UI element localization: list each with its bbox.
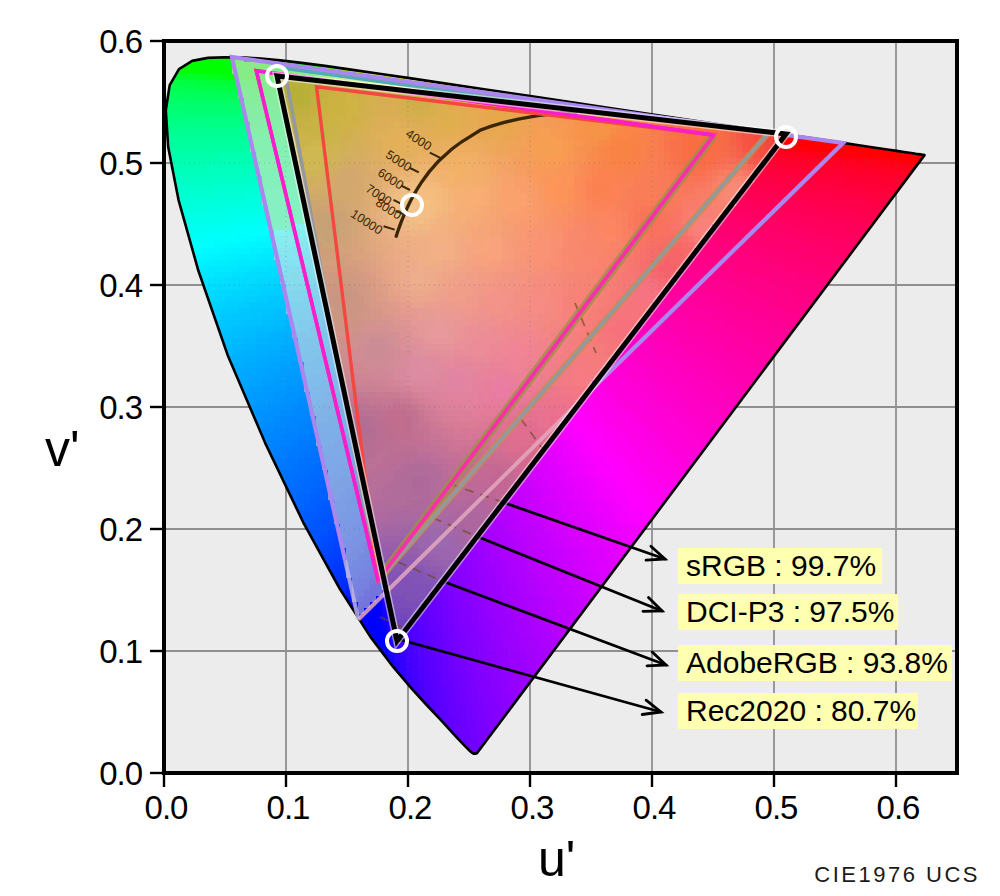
svg-text:0.0: 0.0 [145,789,189,826]
svg-text:v': v' [45,421,80,477]
svg-text:0.6: 0.6 [99,23,142,60]
svg-text:Rec2020 : 80.7%: Rec2020 : 80.7% [686,694,916,727]
svg-text:u': u' [538,831,575,887]
svg-text:0.2: 0.2 [389,789,432,826]
svg-text:0.0: 0.0 [99,755,143,792]
svg-text:CIE1976 UCS: CIE1976 UCS [814,862,980,887]
svg-text:sRGB : 99.7%: sRGB : 99.7% [686,549,876,582]
svg-text:DCI-P3 : 97.5%: DCI-P3 : 97.5% [686,595,894,628]
svg-text:0.1: 0.1 [99,633,142,670]
svg-text:0.4: 0.4 [633,789,677,826]
svg-text:0.1: 0.1 [267,789,310,826]
svg-text:0.5: 0.5 [755,789,798,826]
svg-text:AdobeRGB : 93.8%: AdobeRGB : 93.8% [686,646,948,679]
svg-text:0.4: 0.4 [99,267,143,304]
svg-text:0.3: 0.3 [511,789,554,826]
svg-text:0.2: 0.2 [99,511,142,548]
svg-text:0.6: 0.6 [877,789,920,826]
svg-text:0.5: 0.5 [99,145,142,182]
svg-text:0.3: 0.3 [99,389,142,426]
